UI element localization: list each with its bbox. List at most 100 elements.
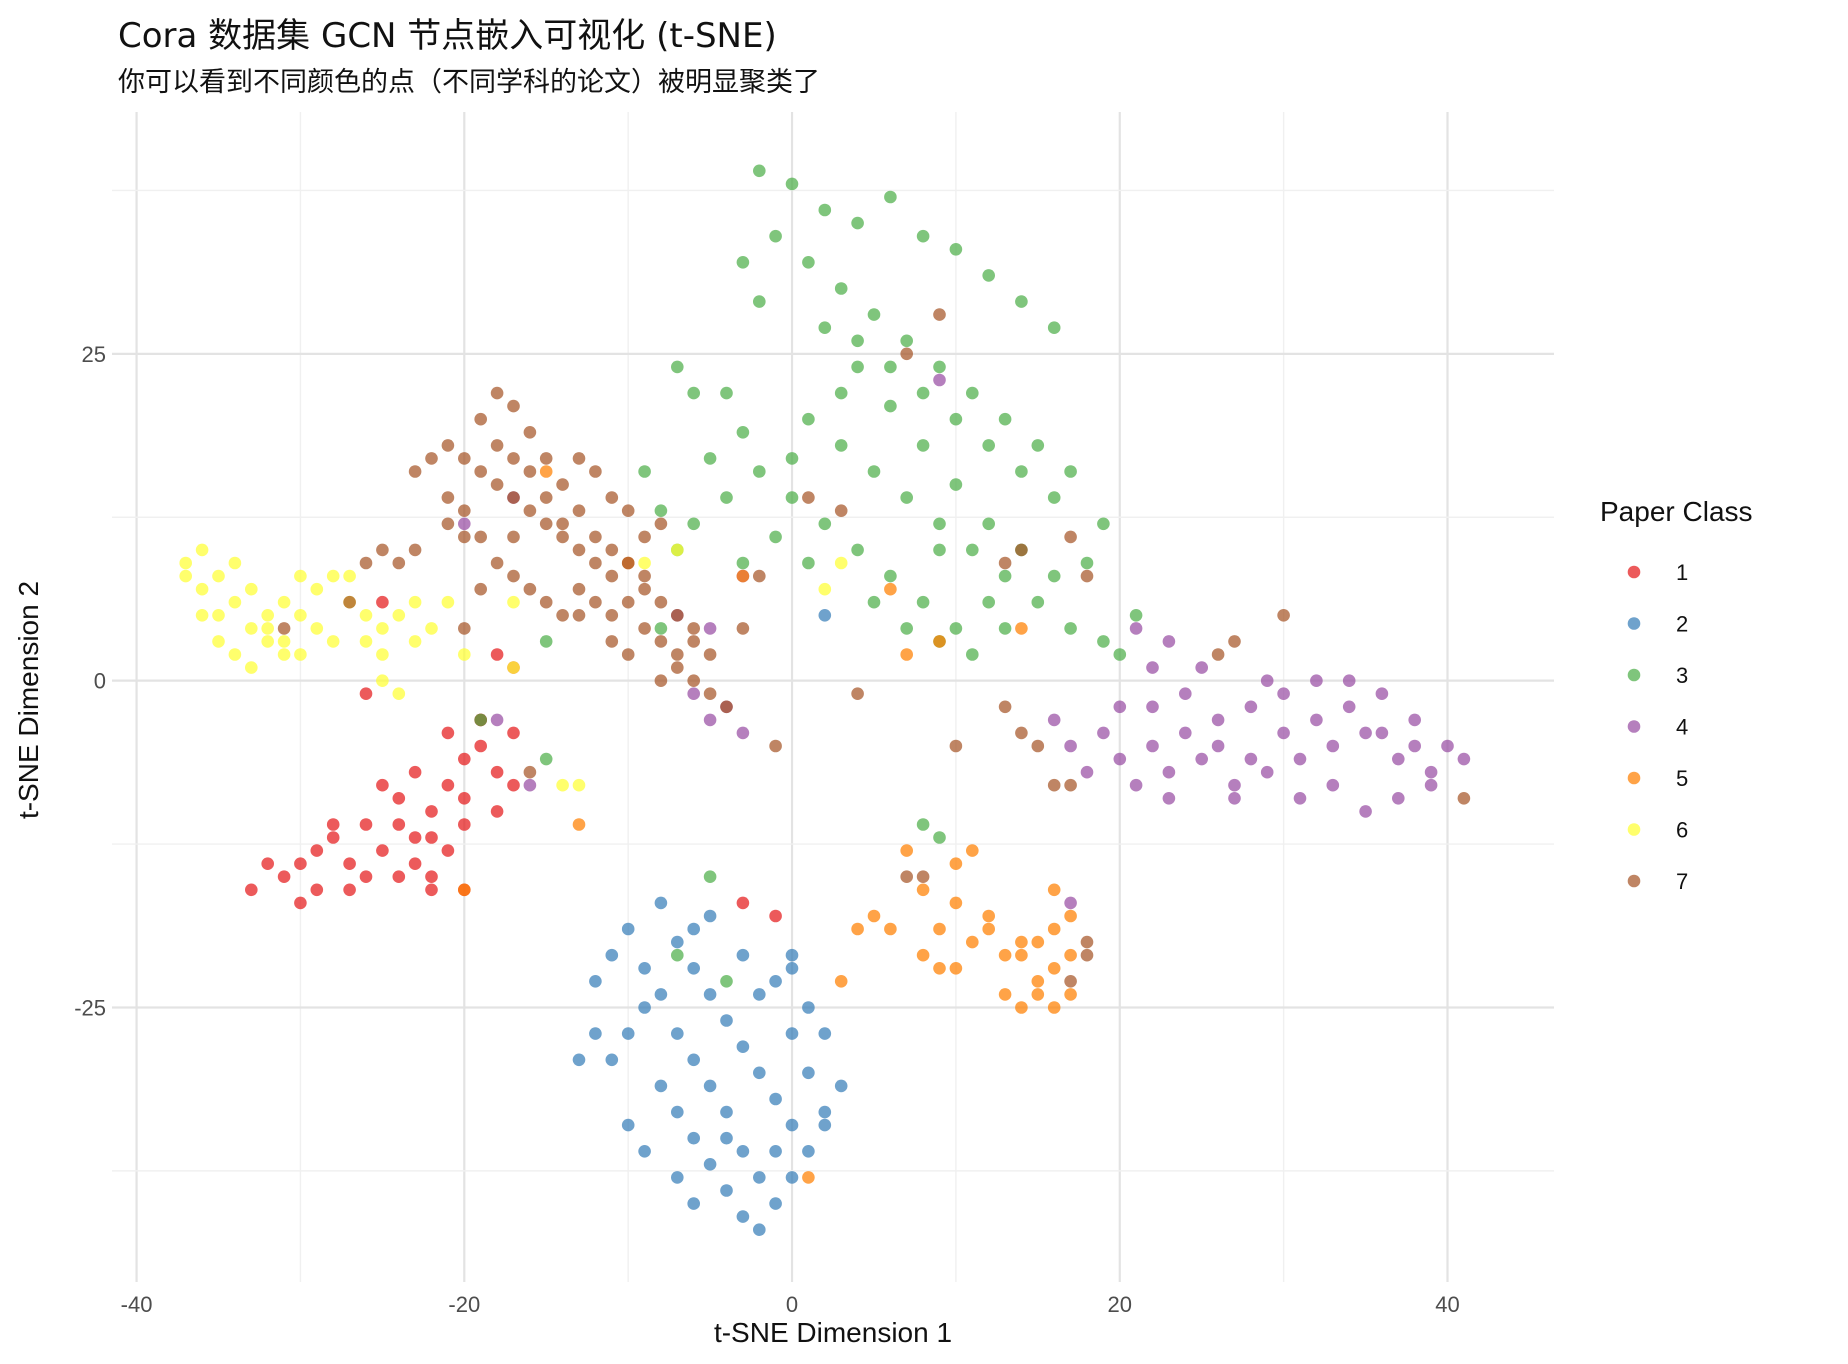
data-point xyxy=(900,622,913,635)
data-point xyxy=(605,635,619,648)
data-point xyxy=(933,373,946,387)
data-point xyxy=(654,1079,668,1093)
data-point xyxy=(195,609,209,622)
data-point xyxy=(998,948,1012,962)
legend-item: 4 xyxy=(1627,715,1688,740)
data-point xyxy=(589,465,602,478)
data-point xyxy=(720,975,733,988)
data-point xyxy=(1064,465,1077,478)
data-point xyxy=(884,190,897,204)
data-point xyxy=(851,360,864,374)
data-point xyxy=(933,635,946,648)
data-point xyxy=(1064,896,1077,910)
data-point xyxy=(867,465,881,478)
data-point xyxy=(802,1066,815,1080)
data-point xyxy=(818,1118,832,1132)
data-point xyxy=(1179,726,1192,740)
data-point xyxy=(1408,739,1421,753)
data-point xyxy=(1080,556,1094,570)
legend-key xyxy=(1627,565,1641,579)
data-point xyxy=(1047,778,1061,792)
data-point xyxy=(785,962,799,975)
data-point xyxy=(753,465,766,478)
data-point xyxy=(736,1145,750,1158)
data-point xyxy=(1015,948,1028,962)
legend-label: 7 xyxy=(1676,869,1688,894)
data-point xyxy=(359,687,373,700)
data-point xyxy=(408,635,422,648)
data-point xyxy=(703,1079,717,1093)
data-point xyxy=(1277,726,1290,740)
y-tick-label: -25 xyxy=(74,995,106,1020)
data-point xyxy=(1080,569,1094,583)
series-4 xyxy=(458,373,1471,910)
data-point xyxy=(572,609,586,622)
data-point xyxy=(769,1197,782,1210)
data-point xyxy=(605,569,619,583)
data-point xyxy=(245,622,258,635)
data-point xyxy=(671,948,684,962)
data-point xyxy=(998,988,1012,1001)
data-point xyxy=(474,582,488,596)
data-point xyxy=(1211,713,1225,727)
data-point xyxy=(966,543,979,557)
data-point xyxy=(671,543,684,557)
data-point xyxy=(802,412,815,426)
data-point xyxy=(949,739,963,753)
data-point xyxy=(818,321,832,335)
data-point xyxy=(687,687,700,700)
data-point xyxy=(621,556,635,570)
legend-label: 6 xyxy=(1676,818,1688,843)
data-point xyxy=(621,1027,635,1040)
data-point xyxy=(458,818,471,831)
x-tick-label: 40 xyxy=(1435,1292,1459,1317)
data-point xyxy=(359,870,373,883)
data-point xyxy=(523,504,537,517)
data-point xyxy=(818,203,832,217)
legend-item: 3 xyxy=(1627,663,1688,688)
data-point xyxy=(1359,805,1372,818)
data-point xyxy=(507,726,520,740)
data-point xyxy=(671,1171,684,1184)
data-point xyxy=(523,426,537,439)
data-point xyxy=(916,818,930,831)
data-point xyxy=(933,308,946,321)
data-point xyxy=(1179,687,1192,700)
data-point xyxy=(458,504,471,517)
data-point xyxy=(982,595,995,609)
data-point xyxy=(539,635,553,648)
data-point xyxy=(1064,530,1077,544)
data-point xyxy=(703,909,717,923)
data-point xyxy=(1064,909,1077,923)
data-point xyxy=(671,935,684,949)
data-point xyxy=(982,909,995,923)
data-point xyxy=(834,975,848,988)
data-point xyxy=(1424,765,1438,779)
y-axis-ticks: -25 0 25 xyxy=(74,342,106,1021)
data-point xyxy=(1375,687,1389,700)
data-point xyxy=(245,883,258,897)
data-point xyxy=(458,452,471,465)
data-point xyxy=(785,177,799,191)
data-point xyxy=(900,870,913,883)
data-point xyxy=(1047,321,1061,335)
data-point xyxy=(458,530,471,544)
data-point xyxy=(1392,792,1405,805)
data-points xyxy=(179,164,1471,1236)
data-point xyxy=(507,399,520,413)
data-point xyxy=(326,831,340,844)
data-point xyxy=(802,255,815,269)
data-point xyxy=(720,1105,733,1119)
data-point xyxy=(736,255,750,269)
x-tick-label: 0 xyxy=(786,1292,798,1317)
data-point xyxy=(671,661,684,674)
data-point xyxy=(916,870,930,883)
data-point xyxy=(326,635,340,648)
data-point xyxy=(474,713,488,727)
data-point xyxy=(769,739,782,753)
data-point xyxy=(294,609,307,622)
data-point xyxy=(621,648,635,661)
data-point xyxy=(802,1171,815,1184)
data-point xyxy=(703,622,717,635)
